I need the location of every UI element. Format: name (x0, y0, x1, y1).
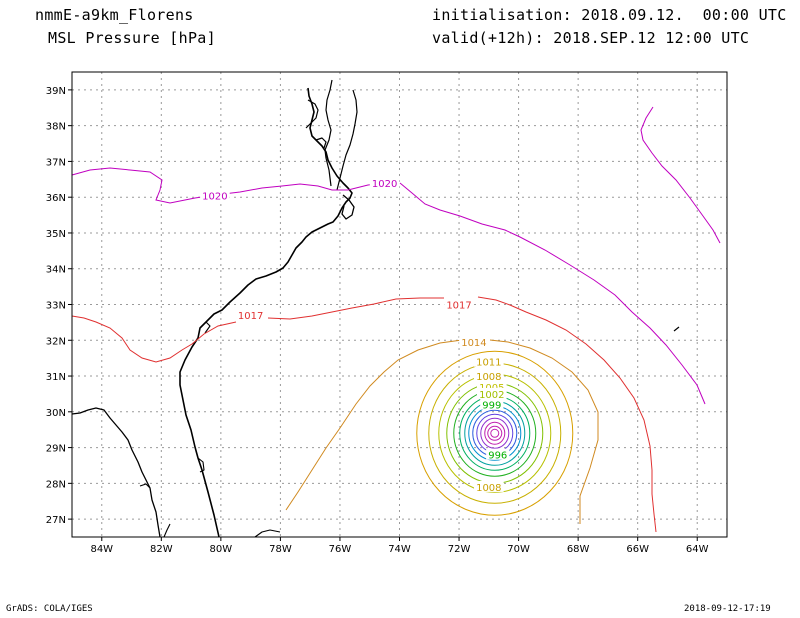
isobar-ring (480, 417, 510, 449)
contour-labels: 1020102010171017101410111008100510029999… (200, 176, 510, 494)
contour-label-bg (235, 309, 266, 321)
contour-label-bg (486, 448, 510, 460)
contour-label: 1017 (238, 311, 263, 322)
isobar-1020-ne (640, 106, 721, 244)
contour-label: 1020 (372, 179, 397, 190)
contour-label-bg (444, 298, 474, 310)
plot-timestamp: 2018-09-12-17:19 (684, 604, 771, 614)
contour-label-bg (476, 380, 507, 392)
lon-tick-label: 72W (448, 544, 471, 555)
map-frame (71, 71, 728, 538)
isobar-1020-east (399, 182, 706, 405)
lon-tick-label: 66W (626, 544, 649, 555)
lon-tick-label: 76W (329, 544, 352, 555)
software-credit: GrADS: COLA/IGES (6, 604, 93, 614)
isobar-1014 (285, 339, 599, 524)
lat-tick-label: 28N (46, 479, 66, 490)
contour-label: 999 (482, 401, 501, 412)
initialisation-time: initialisation: 2018.09.12. 00:00 UTC (432, 6, 787, 24)
lon-tick-label: 80W (210, 544, 233, 555)
lat-tick-label: 27N (46, 515, 66, 526)
contour-label-bg (474, 480, 504, 492)
contour-label: 1008 (476, 483, 501, 494)
contour-label-bg (459, 336, 489, 348)
lon-tick-label: 82W (150, 544, 173, 555)
lat-tick-label: 37N (46, 157, 66, 168)
contour-label-bg (200, 189, 230, 201)
contour-label-bg (480, 398, 504, 410)
isobar-ring (487, 425, 503, 441)
lon-tick-label: 68W (567, 544, 590, 555)
lat-tick-label: 39N (46, 86, 66, 97)
contour-label-bg (369, 176, 400, 188)
lon-tick-label: 64W (686, 544, 709, 555)
axis-ticks: 84W 82W 80W 78W 76W 74W 72W 70W 68W 66W 64W 27N 28N 2… (46, 86, 709, 555)
field-name: MSL Pressure [hPa] (48, 29, 216, 47)
isobar-1017-mid (267, 297, 444, 320)
lat-tick-label: 32N (46, 336, 66, 347)
lat-tick-label: 35N (46, 229, 66, 240)
lat-tick-label: 30N (46, 408, 66, 419)
lat-lon-grid (72, 72, 727, 537)
contour-label: 1017 (446, 301, 471, 312)
contour-label: 1002 (479, 390, 504, 401)
isobar-1017-west (71, 315, 237, 363)
contour-label-bg (476, 387, 507, 399)
isobar-1017-east (477, 296, 657, 533)
contour-label: 1020 (202, 191, 227, 202)
lat-tick-label: 33N (46, 301, 66, 312)
contour-label-bg (474, 355, 504, 367)
isobar-ring (484, 421, 506, 445)
isobar-ring (476, 413, 514, 453)
coastline (71, 79, 680, 538)
contour-label: 1011 (476, 358, 501, 369)
contour-label: 996 (488, 451, 507, 462)
model-name: nmmE-a9km_Florens (35, 6, 194, 24)
lat-tick-label: 34N (46, 265, 66, 276)
isobar-ring (416, 350, 574, 516)
lat-tick-label: 31N (46, 372, 66, 383)
contour-label-bg (474, 370, 504, 382)
lat-tick-label: 38N (46, 122, 66, 133)
lon-tick-label: 74W (388, 544, 411, 555)
lon-tick-label: 84W (90, 544, 113, 555)
lat-tick-label: 36N (46, 193, 66, 204)
lon-tick-label: 78W (269, 544, 292, 555)
lon-tick-label: 70W (507, 544, 530, 555)
lat-tick-label: 29N (46, 444, 66, 455)
contour-label: 1008 (476, 372, 501, 383)
isobar-ring (490, 428, 500, 438)
contour-label: 1014 (461, 338, 486, 349)
isobars (71, 106, 721, 533)
valid-time: valid(+12h): 2018.SEP.12 12:00 UTC (432, 29, 750, 47)
